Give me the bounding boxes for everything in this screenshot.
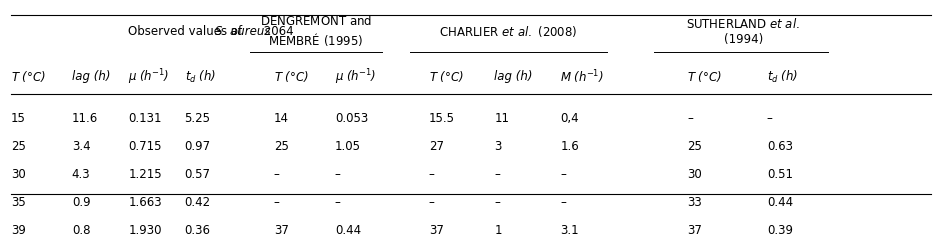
- Text: –: –: [495, 168, 500, 181]
- Text: 0.131: 0.131: [128, 112, 162, 125]
- Text: 14: 14: [274, 112, 289, 125]
- Text: $T$ (°C): $T$ (°C): [274, 69, 309, 84]
- Text: 37: 37: [274, 224, 288, 237]
- Text: 15: 15: [10, 112, 25, 125]
- Text: lag (h): lag (h): [495, 70, 533, 83]
- Text: 0.715: 0.715: [128, 140, 162, 153]
- Text: $T$ (°C): $T$ (°C): [429, 69, 463, 84]
- Text: 1.05: 1.05: [334, 140, 361, 153]
- Text: 0.51: 0.51: [767, 168, 793, 181]
- Text: –: –: [274, 196, 280, 209]
- Text: $t_d$ (h): $t_d$ (h): [767, 69, 798, 85]
- Text: 0.8: 0.8: [72, 224, 90, 237]
- Text: 30: 30: [687, 168, 702, 181]
- Text: $\mathregular{S}$UTHERLAND $et\ al.$
(1994): $\mathregular{S}$UTHERLAND $et\ al.$ (19…: [687, 17, 801, 46]
- Text: 1.663: 1.663: [128, 196, 162, 209]
- Text: 3.1: 3.1: [560, 224, 578, 237]
- Text: 30: 30: [10, 168, 25, 181]
- Text: 0.9: 0.9: [72, 196, 90, 209]
- Text: 27: 27: [429, 140, 444, 153]
- Text: 1.6: 1.6: [560, 140, 579, 153]
- Text: 0.42: 0.42: [185, 196, 211, 209]
- Text: $t_d$ (h): $t_d$ (h): [185, 69, 216, 85]
- Text: –: –: [495, 196, 500, 209]
- Text: $\mathregular{C}$HARLIER $et\ al.$ (2008): $\mathregular{C}$HARLIER $et\ al.$ (2008…: [439, 24, 577, 39]
- Text: 15.5: 15.5: [429, 112, 455, 125]
- Text: 1.215: 1.215: [128, 168, 162, 181]
- Text: 4.3: 4.3: [72, 168, 90, 181]
- Text: –: –: [560, 168, 566, 181]
- Text: 33: 33: [687, 196, 702, 209]
- Text: 35: 35: [10, 196, 25, 209]
- Text: 0.44: 0.44: [767, 196, 793, 209]
- Text: 25: 25: [687, 140, 702, 153]
- Text: –: –: [560, 196, 566, 209]
- Text: 2064: 2064: [260, 25, 293, 38]
- Text: Observed values of: Observed values of: [128, 25, 246, 38]
- Text: 1: 1: [495, 224, 502, 237]
- Text: 0.97: 0.97: [185, 140, 211, 153]
- Text: –: –: [274, 168, 280, 181]
- Text: 25: 25: [274, 140, 288, 153]
- Text: –: –: [334, 168, 341, 181]
- Text: $\mathregular{D}$ENGREMONT and
$\mathregular{M}$EMBRÉ (1995): $\mathregular{D}$ENGREMONT and $\mathreg…: [260, 14, 372, 48]
- Text: 37: 37: [429, 224, 444, 237]
- Text: –: –: [767, 112, 772, 125]
- Text: 25: 25: [10, 140, 25, 153]
- Text: 11.6: 11.6: [72, 112, 98, 125]
- Text: 0.36: 0.36: [185, 224, 211, 237]
- Text: 3: 3: [495, 140, 502, 153]
- Text: $\mu$ (h$^{-1}$): $\mu$ (h$^{-1}$): [128, 67, 170, 87]
- Text: 0.63: 0.63: [767, 140, 793, 153]
- Text: 0.053: 0.053: [334, 112, 368, 125]
- Text: 0,4: 0,4: [560, 112, 578, 125]
- Text: –: –: [334, 196, 341, 209]
- Text: $T$ (°C): $T$ (°C): [10, 69, 46, 84]
- Text: lag (h): lag (h): [72, 70, 110, 83]
- Text: $T$ (°C): $T$ (°C): [687, 69, 722, 84]
- Text: –: –: [429, 196, 434, 209]
- Text: –: –: [687, 112, 693, 125]
- Text: $\mu$ (h$^{-1}$): $\mu$ (h$^{-1}$): [334, 67, 376, 87]
- Text: $M$ (h$^{-1}$): $M$ (h$^{-1}$): [560, 68, 604, 86]
- Text: 3.4: 3.4: [72, 140, 90, 153]
- Text: 11: 11: [495, 112, 510, 125]
- Text: 39: 39: [10, 224, 25, 237]
- Text: S. aureus: S. aureus: [215, 25, 270, 38]
- Text: 1.930: 1.930: [128, 224, 162, 237]
- Text: –: –: [429, 168, 434, 181]
- Text: 37: 37: [687, 224, 702, 237]
- Text: 5.25: 5.25: [185, 112, 211, 125]
- Text: 0.57: 0.57: [185, 168, 211, 181]
- Text: 0.44: 0.44: [334, 224, 361, 237]
- Text: 0.39: 0.39: [767, 224, 793, 237]
